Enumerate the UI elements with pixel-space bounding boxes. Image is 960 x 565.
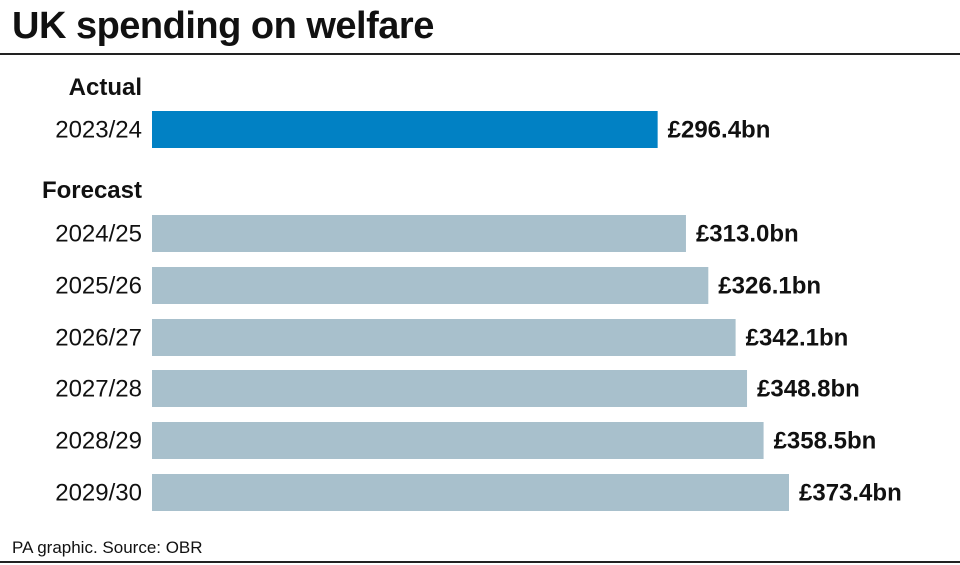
value-label: £342.1bn — [746, 325, 849, 352]
chart-title: UK spending on welfare — [12, 5, 434, 47]
bar-2029-30 — [152, 474, 789, 511]
group-label-forecast: Forecast — [41, 177, 142, 204]
bar-2025-26 — [152, 267, 709, 304]
value-label: £348.8bn — [757, 376, 860, 403]
category-label: 2025/26 — [55, 273, 142, 300]
category-label: 2028/29 — [55, 428, 142, 455]
source-note: PA graphic. Source: OBR — [12, 538, 203, 557]
bottom-rule — [0, 561, 960, 563]
category-label: 2023/24 — [55, 117, 142, 144]
category-label: 2029/30 — [55, 480, 142, 507]
value-label: £313.0bn — [696, 221, 799, 248]
bar-2028-29 — [152, 422, 764, 459]
group-label-actual: Actual — [68, 74, 142, 101]
category-label: 2026/27 — [55, 325, 142, 352]
bar-2024-25 — [152, 215, 686, 252]
bar-2023-24 — [152, 111, 658, 148]
bar-2026-27 — [152, 319, 736, 356]
value-label: £358.5bn — [774, 428, 877, 455]
bar-2027-28 — [152, 370, 748, 407]
top-rule — [0, 53, 960, 55]
value-label: £326.1bn — [718, 273, 821, 300]
value-label: £296.4bn — [668, 117, 771, 144]
value-label: £373.4bn — [799, 480, 902, 507]
category-label: 2024/25 — [55, 221, 142, 248]
category-label: 2027/28 — [55, 376, 142, 403]
